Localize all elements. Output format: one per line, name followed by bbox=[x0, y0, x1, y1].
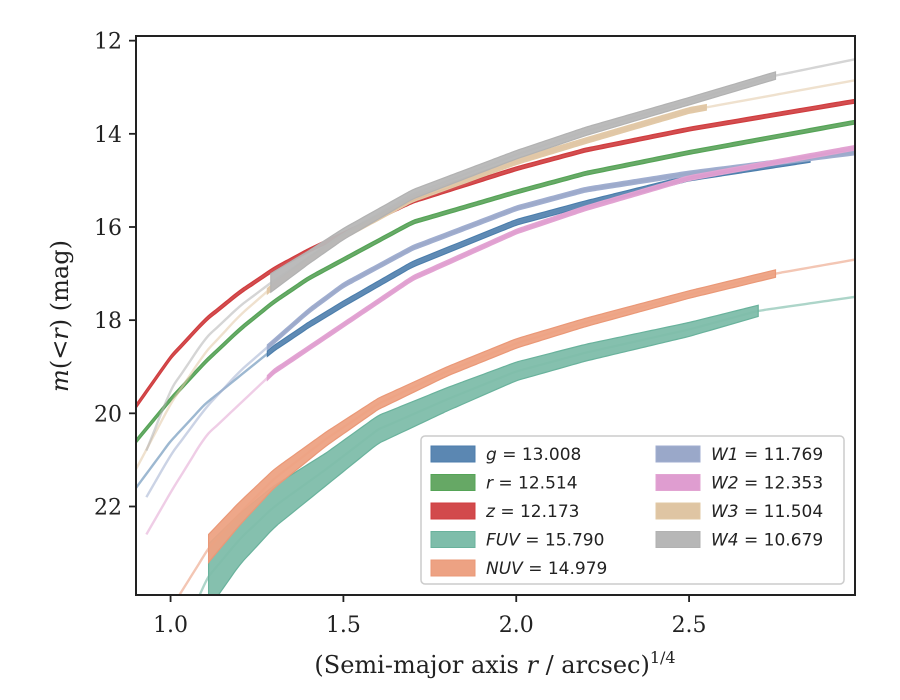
legend-label: z = 12.173 bbox=[485, 502, 579, 522]
legend-item-w2: W2 = 12.353 bbox=[655, 474, 823, 494]
x-tick-label: 1.0 bbox=[153, 613, 188, 638]
legend-label: FUV = 15.790 bbox=[486, 531, 604, 551]
plot-frame bbox=[135, 35, 856, 596]
series-band bbox=[266, 149, 855, 351]
legend-label: NUV = 14.979 bbox=[486, 559, 607, 579]
y-axis-label-var: m bbox=[46, 369, 74, 392]
x-axis-label-post: / arcsec) bbox=[538, 651, 650, 679]
y-tick-label: 14 bbox=[94, 123, 122, 148]
legend-item-w3: W3 = 11.504 bbox=[655, 502, 823, 522]
legend-frame bbox=[420, 435, 845, 585]
y-tick-label: 18 bbox=[94, 309, 122, 334]
series-z bbox=[136, 98, 855, 410]
legend-label: W2 = 12.353 bbox=[711, 474, 823, 494]
y-axis-label-paren: (< bbox=[46, 340, 74, 369]
legend-item-w1: W1 = 11.769 bbox=[655, 445, 823, 465]
series-band bbox=[266, 155, 811, 358]
series-nuv bbox=[177, 258, 855, 595]
x-tick-label: 2.0 bbox=[499, 613, 534, 638]
x-axis: 1.0 1.5 2.0 2.5 bbox=[153, 595, 707, 638]
legend-swatch bbox=[430, 474, 476, 491]
x-tick-label: 2.5 bbox=[672, 613, 707, 638]
legend-item-g: g = 13.008 bbox=[430, 445, 581, 465]
legend-swatch bbox=[655, 445, 701, 463]
legend-item-nuv: NUV = 14.979 bbox=[430, 559, 607, 579]
series-band bbox=[136, 98, 855, 410]
legend: g = 13.008 r = 12.514 z = 12.173 FUV = 15.7… bbox=[420, 435, 845, 585]
y-tick-label: 20 bbox=[94, 402, 122, 427]
x-axis-label-var: r bbox=[526, 651, 539, 679]
series-layer bbox=[136, 58, 855, 595]
series-band bbox=[136, 119, 855, 445]
y-axis-label-r: r bbox=[46, 327, 74, 340]
legend-swatch bbox=[430, 531, 476, 548]
legend-item-fuv: FUV = 15.790 bbox=[430, 531, 604, 551]
y-axis-label: m(<r) (mag) bbox=[46, 240, 74, 392]
legend-item-z: z = 12.173 bbox=[430, 502, 579, 522]
series-w3 bbox=[136, 79, 855, 470]
x-tick-label: 1.5 bbox=[326, 613, 361, 638]
y-tick-label: 16 bbox=[94, 216, 122, 241]
legend-label: W3 = 11.504 bbox=[711, 502, 823, 522]
legend-swatch bbox=[430, 559, 476, 577]
legend-swatch bbox=[655, 474, 701, 491]
series-line-faint bbox=[136, 79, 855, 470]
legend-item-r: r = 12.514 bbox=[430, 474, 578, 494]
legend-swatch bbox=[655, 531, 701, 548]
legend-label: r = 12.514 bbox=[486, 474, 578, 494]
x-axis-label: (Semi-major axis r / arcsec)1/4 bbox=[314, 648, 675, 679]
y-axis: 12 14 16 18 20 22 bbox=[94, 30, 136, 520]
y-tick-label: 12 bbox=[94, 30, 122, 55]
series-w4 bbox=[145, 58, 855, 452]
series-band bbox=[270, 71, 777, 294]
legend-label: g = 13.008 bbox=[486, 445, 581, 465]
series-fuv bbox=[198, 295, 855, 595]
series-band bbox=[266, 144, 855, 382]
series-band bbox=[207, 269, 777, 565]
legend-swatch bbox=[655, 502, 701, 520]
legend-item-w4: W4 = 10.679 bbox=[655, 531, 823, 551]
series-w2 bbox=[145, 144, 855, 536]
series-band bbox=[207, 304, 759, 595]
y-axis-label-unit: ) (mag) bbox=[46, 240, 74, 328]
series-r bbox=[136, 119, 855, 445]
legend-swatch bbox=[430, 445, 476, 463]
legend-label: W1 = 11.769 bbox=[711, 445, 823, 465]
x-axis-label-exponent: 1/4 bbox=[650, 648, 676, 667]
y-tick-label: 22 bbox=[94, 495, 122, 520]
legend-label: W4 = 10.679 bbox=[711, 531, 823, 551]
series-line-faint bbox=[136, 100, 855, 408]
legend-swatch bbox=[430, 502, 476, 520]
x-axis-label-pre: (Semi-major axis bbox=[314, 651, 526, 679]
